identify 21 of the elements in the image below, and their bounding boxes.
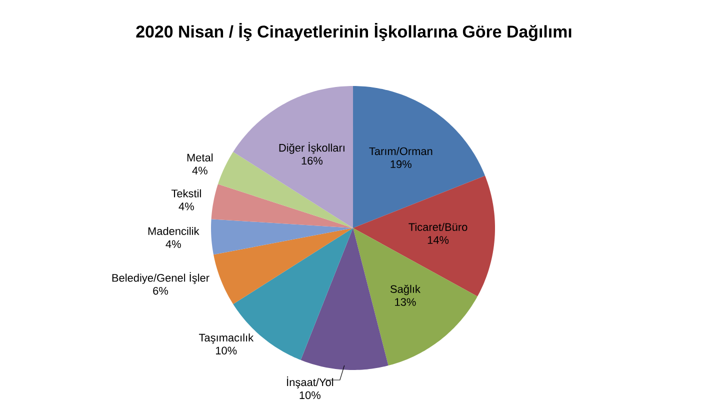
slice-label: Tarım/Orman [369,147,432,156]
data-label: 10% [300,391,320,400]
slice-label: Taşımacılık [198,333,254,344]
slice-label: Madencilik [148,226,200,236]
data-label: 4% [192,166,208,174]
slice-label: Belediye/Genel İşler [112,272,210,284]
data-label: 6% [153,286,168,295]
data-label: 10% [216,346,237,354]
slice-label: Tekstil [171,189,201,198]
slice-label: Ticaret/Büro [408,222,468,231]
chart-title: 2020 Nisan / İş Cinayetlerinin İşkollarına Göre Dağılımı [136,22,572,42]
data-label: 19% [390,160,412,168]
data-label: 4% [178,202,194,210]
data-label: 14% [428,236,449,244]
data-label: 4% [166,240,181,248]
slice-label: İnşaat/Yol [287,376,334,388]
slice-label: Diğer İşkolları [279,142,344,154]
slice-label: Metal [187,153,213,162]
data-label: 16% [302,156,323,165]
slice-label: Sağlık [390,284,420,296]
data-label: 13% [395,298,416,306]
